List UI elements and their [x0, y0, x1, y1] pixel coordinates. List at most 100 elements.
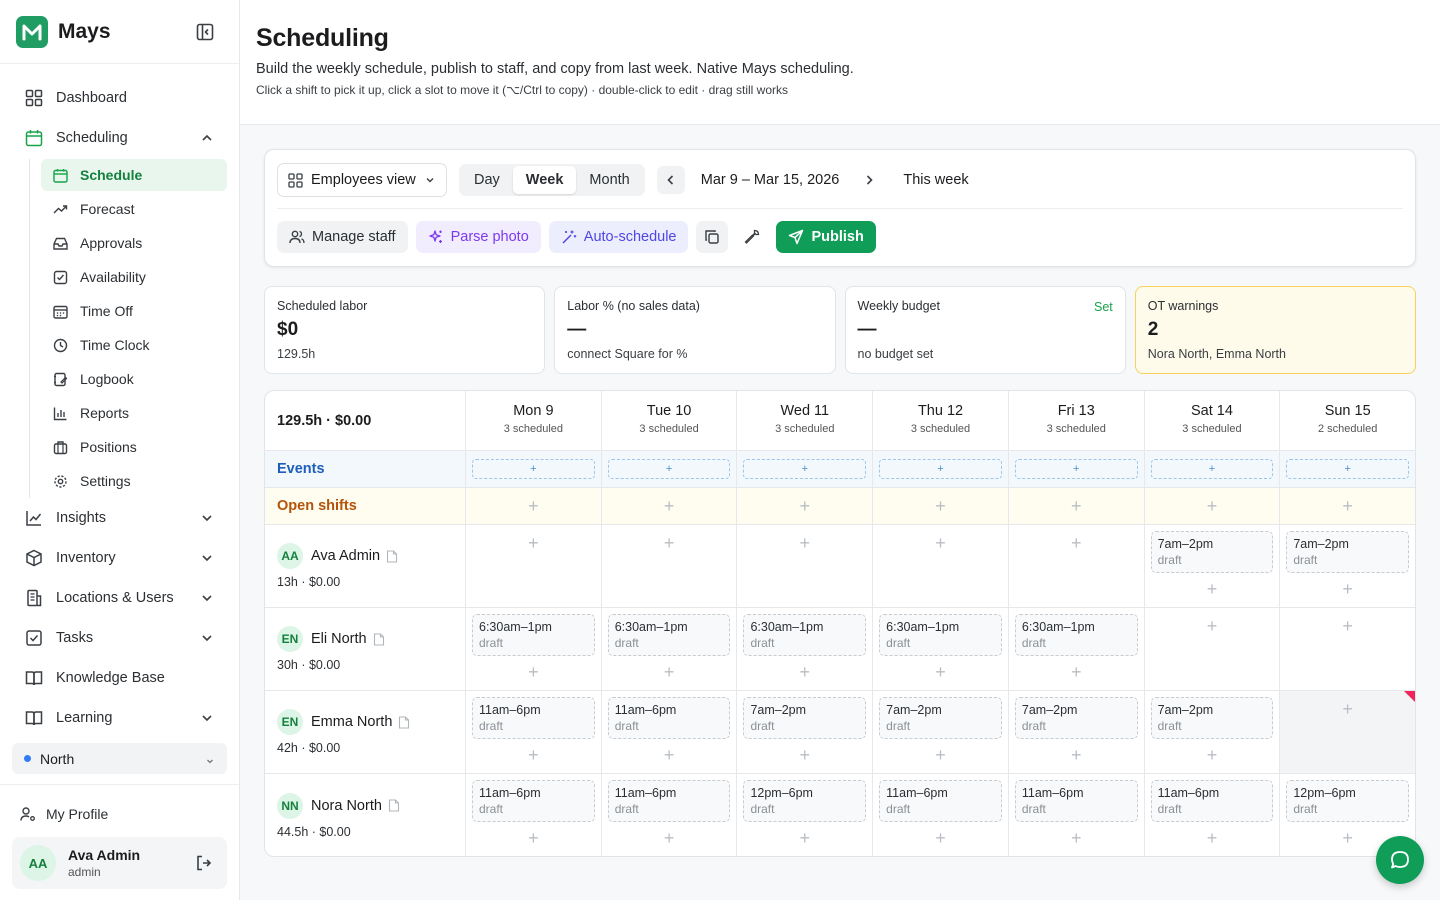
user-card[interactable]: AA Ava Admin admin: [12, 837, 227, 889]
shift-block[interactable]: 11am–6pm draft: [1150, 780, 1274, 822]
add-shift-plus-icon[interactable]: +: [799, 828, 811, 848]
employee-info[interactable]: EN Eli North 30h · $0.00: [265, 608, 466, 690]
note-icon[interactable]: [398, 715, 410, 729]
schedule-cell[interactable]: +: [1145, 608, 1281, 690]
employee-info[interactable]: AA Ava Admin 13h · $0.00: [265, 525, 466, 607]
schedule-cell[interactable]: 11am–6pm draft +: [873, 774, 1009, 856]
add-shift-plus-icon[interactable]: +: [1206, 496, 1218, 516]
tab-day[interactable]: Day: [474, 172, 500, 188]
add-shift-plus-icon[interactable]: +: [663, 745, 675, 765]
add-shift-plus-icon[interactable]: +: [1342, 579, 1353, 599]
shift-block[interactable]: 12pm–6pm draft: [1286, 780, 1410, 822]
add-shift-plus-icon[interactable]: +: [1206, 828, 1218, 848]
schedule-cell[interactable]: +: [1280, 691, 1415, 773]
add-event-button[interactable]: +: [1150, 459, 1274, 479]
schedule-cell[interactable]: 11am–6pm draft +: [1009, 774, 1145, 856]
add-shift-plus-icon[interactable]: +: [663, 662, 675, 682]
schedule-cell[interactable]: 7am–2pm draft +: [1280, 525, 1415, 607]
nav-learning[interactable]: Learning: [0, 698, 239, 738]
schedule-cell[interactable]: 6:30am–1pm draft +: [466, 608, 602, 690]
publish-button[interactable]: Publish: [776, 221, 876, 253]
open-shift-cell[interactable]: +: [1280, 488, 1415, 524]
schedule-cell[interactable]: +: [1009, 525, 1145, 607]
tools-button[interactable]: [736, 221, 768, 253]
shift-block[interactable]: 11am–6pm draft: [1014, 780, 1138, 822]
shift-block[interactable]: 11am–6pm draft: [607, 780, 731, 822]
logout-icon[interactable]: [195, 854, 213, 875]
note-icon[interactable]: [388, 799, 400, 812]
schedule-cell[interactable]: +: [873, 525, 1009, 607]
sub-time-clock[interactable]: Time Clock: [41, 328, 227, 362]
shift-block[interactable]: 7am–2pm draft: [1150, 531, 1274, 573]
shift-block[interactable]: 6:30am–1pm draft: [879, 614, 1002, 656]
add-shift-plus-icon[interactable]: +: [1342, 496, 1353, 516]
nav-scheduling[interactable]: Scheduling: [0, 118, 239, 158]
shift-block[interactable]: 11am–6pm draft: [607, 697, 731, 739]
add-shift-plus-icon[interactable]: +: [1070, 533, 1082, 553]
shift-block[interactable]: 6:30am–1pm draft: [743, 614, 867, 656]
my-profile-link[interactable]: My Profile: [0, 785, 239, 843]
add-shift-plus-icon[interactable]: +: [799, 662, 811, 682]
add-shift-plus-icon[interactable]: +: [663, 828, 675, 848]
add-shift-plus-icon[interactable]: +: [935, 745, 946, 765]
add-shift-plus-icon[interactable]: +: [799, 745, 811, 765]
add-shift-plus-icon[interactable]: +: [935, 662, 946, 682]
add-event-button[interactable]: +: [607, 459, 731, 479]
employee-info[interactable]: EN Emma North 42h · $0.00: [265, 691, 466, 773]
open-shift-cell[interactable]: +: [1145, 488, 1281, 524]
add-shift-plus-icon[interactable]: +: [1342, 699, 1353, 719]
shift-block[interactable]: 12pm–6pm draft: [743, 780, 867, 822]
add-event-button[interactable]: +: [743, 459, 867, 479]
shift-block[interactable]: 7am–2pm draft: [1286, 531, 1410, 573]
shift-block[interactable]: 7am–2pm draft: [1150, 697, 1274, 739]
add-shift-plus-icon[interactable]: +: [1206, 745, 1218, 765]
schedule-cell[interactable]: 7am–2pm draft +: [873, 691, 1009, 773]
open-shift-cell[interactable]: +: [737, 488, 874, 524]
chevron-up-icon[interactable]: [199, 130, 215, 146]
shift-block[interactable]: 6:30am–1pm draft: [607, 614, 731, 656]
add-shift-plus-icon[interactable]: +: [528, 533, 539, 553]
schedule-cell[interactable]: 7am–2pm draft +: [1145, 691, 1281, 773]
chevron-down-icon[interactable]: [199, 590, 215, 606]
nav-tasks[interactable]: Tasks: [0, 618, 239, 658]
schedule-cell[interactable]: 12pm–6pm draft +: [1280, 774, 1415, 856]
add-shift-plus-icon[interactable]: +: [799, 496, 811, 516]
schedule-cell[interactable]: +: [1280, 608, 1415, 690]
chevron-down-icon[interactable]: [199, 550, 215, 566]
sub-logbook[interactable]: Logbook: [41, 362, 227, 396]
copy-week-button[interactable]: [696, 221, 729, 253]
schedule-cell[interactable]: 11am–6pm draft +: [466, 774, 602, 856]
schedule-cell[interactable]: 6:30am–1pm draft +: [602, 608, 738, 690]
add-shift-plus-icon[interactable]: +: [528, 662, 539, 682]
sidebar-collapse-icon[interactable]: [194, 21, 216, 43]
add-shift-plus-icon[interactable]: +: [1070, 745, 1082, 765]
note-icon[interactable]: [386, 549, 398, 563]
mays-logo-icon[interactable]: [16, 15, 48, 48]
add-event-button[interactable]: +: [879, 459, 1002, 479]
chevron-down-icon[interactable]: [199, 710, 215, 726]
shift-block[interactable]: 7am–2pm draft: [743, 697, 867, 739]
shift-block[interactable]: 11am–6pm draft: [472, 697, 595, 739]
schedule-cell[interactable]: +: [737, 525, 874, 607]
sub-positions[interactable]: Positions: [41, 430, 227, 464]
add-shift-plus-icon[interactable]: +: [1206, 616, 1218, 636]
add-shift-plus-icon[interactable]: +: [1206, 579, 1218, 599]
shift-block[interactable]: 7am–2pm draft: [1014, 697, 1138, 739]
location-select[interactable]: North: [12, 743, 227, 774]
add-shift-plus-icon[interactable]: +: [799, 533, 811, 553]
add-shift-plus-icon[interactable]: +: [1070, 496, 1082, 516]
sub-availability[interactable]: Availability: [41, 260, 227, 294]
shift-block[interactable]: 6:30am–1pm draft: [472, 614, 595, 656]
manage-staff-button[interactable]: Manage staff: [277, 221, 408, 253]
schedule-cell[interactable]: 6:30am–1pm draft +: [1009, 608, 1145, 690]
schedule-cell[interactable]: +: [466, 525, 602, 607]
schedule-cell[interactable]: 11am–6pm draft +: [1145, 774, 1281, 856]
schedule-cell[interactable]: 12pm–6pm draft +: [737, 774, 874, 856]
open-shift-cell[interactable]: +: [602, 488, 738, 524]
schedule-cell[interactable]: 11am–6pm draft +: [466, 691, 602, 773]
nav-locations-users[interactable]: Locations & Users: [0, 578, 239, 618]
open-shift-cell[interactable]: +: [873, 488, 1009, 524]
add-shift-plus-icon[interactable]: +: [1070, 828, 1082, 848]
add-shift-plus-icon[interactable]: +: [528, 745, 539, 765]
ot-warnings-card[interactable]: OT warnings 2 Nora North, Emma North: [1134, 286, 1416, 374]
